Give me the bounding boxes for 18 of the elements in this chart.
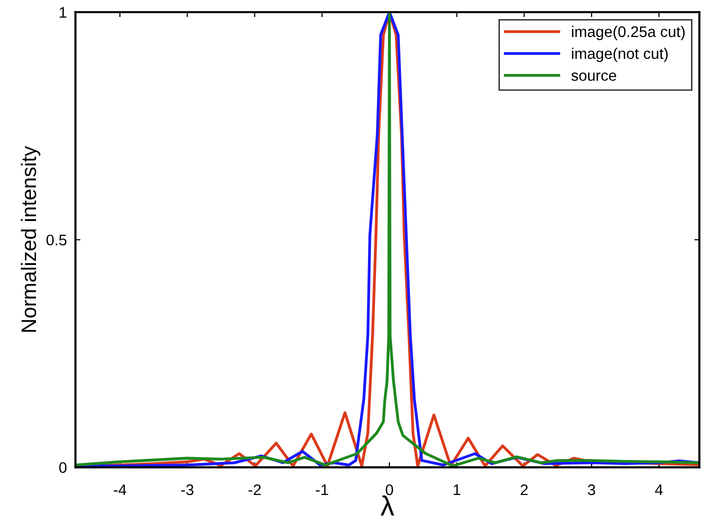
x-tick-label: -4	[114, 484, 126, 496]
legend-label: image(not cut)	[572, 48, 668, 62]
y-tick-label: 0.5	[46, 234, 66, 246]
x-tick-label: 4	[655, 484, 663, 496]
y-axis-title: Normalized intensity	[20, 146, 40, 332]
x-tick-label: -2	[248, 484, 261, 496]
x-tick-label: 3	[588, 484, 596, 496]
line-series	[75, 12, 700, 468]
x-tick-label: 1	[454, 484, 460, 496]
y-tick-label: 0	[59, 462, 67, 473]
x-tick-label: -3	[181, 484, 194, 496]
legend-label: image(0.25a cut)	[572, 26, 685, 40]
x-tick-label: -1	[316, 484, 328, 496]
y-tick-label: 1	[60, 7, 66, 18]
x-tick-label: 0	[386, 484, 394, 496]
x-axis-title: λ	[380, 495, 394, 516]
legend-label: source	[571, 72, 616, 81]
x-tick-label: 2	[520, 484, 528, 496]
